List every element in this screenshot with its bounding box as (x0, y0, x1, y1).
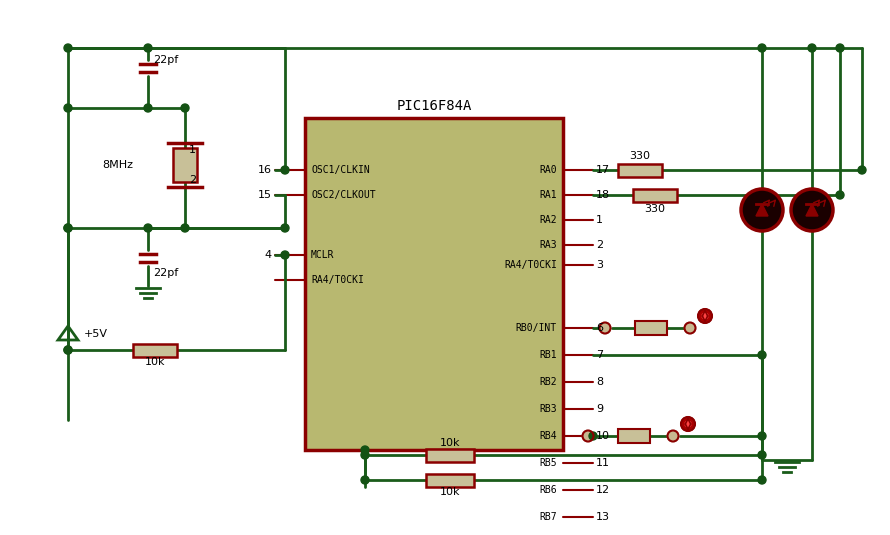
Circle shape (758, 432, 766, 440)
Circle shape (858, 166, 866, 174)
Circle shape (589, 432, 597, 440)
Text: RB7: RB7 (539, 512, 557, 522)
Text: OSC1/CLKIN: OSC1/CLKIN (311, 165, 369, 175)
Bar (633, 188, 677, 202)
Circle shape (361, 451, 369, 459)
Circle shape (836, 44, 844, 52)
Bar (173, 148, 197, 182)
Text: OSC2/CLKOUT: OSC2/CLKOUT (311, 190, 376, 200)
Text: 2: 2 (596, 240, 603, 250)
Text: 6: 6 (596, 323, 603, 333)
Text: MCLR: MCLR (311, 250, 335, 260)
Text: 8MHz: 8MHz (102, 160, 133, 170)
Circle shape (64, 104, 72, 112)
Circle shape (702, 313, 708, 319)
Circle shape (600, 323, 611, 333)
Circle shape (64, 224, 72, 232)
Circle shape (181, 104, 189, 112)
Text: RB6: RB6 (539, 485, 557, 495)
Text: RA3: RA3 (539, 240, 557, 250)
Text: RA1: RA1 (539, 190, 557, 200)
Polygon shape (806, 204, 818, 216)
Text: 1: 1 (596, 215, 603, 225)
Text: 8: 8 (596, 377, 603, 387)
Circle shape (144, 104, 152, 112)
Bar (426, 473, 474, 486)
Circle shape (758, 451, 766, 459)
Circle shape (64, 346, 72, 354)
Text: 1: 1 (189, 145, 196, 155)
Text: 10k: 10k (440, 487, 460, 497)
Bar (618, 429, 650, 443)
Circle shape (281, 251, 289, 259)
Circle shape (64, 224, 72, 232)
Circle shape (685, 421, 691, 427)
Bar (133, 343, 177, 356)
Circle shape (64, 346, 72, 354)
Text: 4: 4 (265, 250, 272, 260)
Circle shape (836, 191, 844, 199)
Circle shape (144, 44, 152, 52)
Text: RB4: RB4 (539, 431, 557, 441)
Circle shape (758, 476, 766, 484)
Text: 22pf: 22pf (153, 268, 178, 278)
Circle shape (181, 224, 189, 232)
Circle shape (741, 189, 783, 231)
Text: +5V: +5V (84, 329, 108, 339)
Text: 16: 16 (258, 165, 272, 175)
Text: RB3: RB3 (539, 404, 557, 414)
Circle shape (281, 166, 289, 174)
Text: 330: 330 (629, 151, 651, 161)
Text: RB2: RB2 (539, 377, 557, 387)
Circle shape (64, 44, 72, 52)
Circle shape (281, 224, 289, 232)
Text: 2: 2 (189, 175, 196, 185)
Circle shape (144, 224, 152, 232)
Text: 330: 330 (644, 204, 666, 214)
Circle shape (361, 446, 369, 454)
Polygon shape (756, 204, 768, 216)
Text: RB5: RB5 (539, 458, 557, 468)
Text: 15: 15 (258, 190, 272, 200)
Text: RA4/T0CKI: RA4/T0CKI (504, 260, 557, 270)
Text: 10: 10 (596, 431, 610, 441)
Circle shape (681, 417, 695, 431)
Text: 13: 13 (596, 512, 610, 522)
Text: 11: 11 (596, 458, 610, 468)
Text: 7: 7 (596, 350, 603, 360)
Circle shape (758, 351, 766, 359)
Circle shape (361, 476, 369, 484)
Circle shape (668, 431, 678, 441)
Circle shape (698, 309, 712, 323)
Text: 3: 3 (596, 260, 603, 270)
Text: RA0: RA0 (539, 165, 557, 175)
Circle shape (758, 44, 766, 52)
Text: RA4/T0CKI: RA4/T0CKI (311, 275, 364, 285)
Text: 17: 17 (596, 165, 611, 175)
Bar (618, 164, 662, 177)
Text: 12: 12 (596, 485, 611, 495)
Text: 22pf: 22pf (153, 55, 178, 65)
Text: RB1: RB1 (539, 350, 557, 360)
Text: 9: 9 (596, 404, 603, 414)
Text: 10k: 10k (440, 438, 460, 448)
Text: RB0/INT: RB0/INT (516, 323, 557, 333)
Text: 18: 18 (596, 190, 611, 200)
Bar (426, 448, 474, 462)
Circle shape (684, 323, 695, 333)
Text: RA2: RA2 (539, 215, 557, 225)
Circle shape (582, 431, 594, 441)
Bar (635, 321, 667, 335)
Bar (305, 118, 563, 450)
Text: 10k: 10k (145, 357, 166, 367)
Circle shape (808, 44, 816, 52)
Circle shape (791, 189, 833, 231)
Text: PIC16F84A: PIC16F84A (396, 99, 472, 113)
